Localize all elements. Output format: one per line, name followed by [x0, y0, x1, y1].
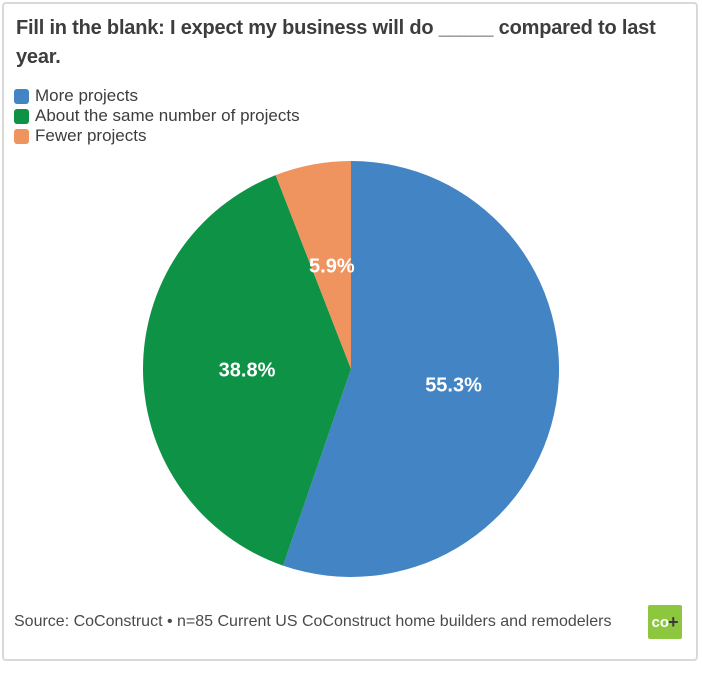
- pie-slice: [275, 161, 351, 369]
- pie-value-label: 38.8%: [218, 359, 276, 382]
- logo-plus-icon: +: [668, 611, 679, 632]
- legend-item-label: About the same number of projects: [35, 106, 300, 125]
- legend-item-same-projects: About the same number of projects: [14, 106, 300, 126]
- pie-value-label: 55.3%: [425, 374, 482, 397]
- pie-slice: [283, 161, 559, 577]
- logo-co-text: co: [651, 613, 669, 631]
- source-text: Source: CoConstruct • n=85 Current US Co…: [14, 613, 612, 630]
- legend-swatch-icon: [14, 88, 29, 104]
- pie-value-label: 5.9%: [309, 255, 355, 278]
- legend-item-label: Fewer projects: [35, 126, 147, 145]
- legend-swatch-icon: [14, 128, 29, 144]
- pie-chart: 55.3% 38.8% 5.9%: [143, 161, 559, 577]
- coconstruct-logo: co +: [648, 605, 682, 639]
- legend-item-label: More projects: [35, 86, 138, 105]
- footer: Source: CoConstruct • n=85 Current US Co…: [14, 601, 682, 643]
- legend-item-more-projects: More projects: [14, 86, 300, 106]
- legend-swatch-icon: [14, 108, 29, 124]
- legend-item-fewer-projects: Fewer projects: [14, 126, 300, 146]
- chart-title: Fill in the blank: I expect my business …: [16, 17, 656, 68]
- legend: More projects About the same number of p…: [14, 86, 300, 146]
- pie-slice: [143, 175, 351, 566]
- chart-card: Fill in the blank: I expect my business …: [2, 2, 698, 661]
